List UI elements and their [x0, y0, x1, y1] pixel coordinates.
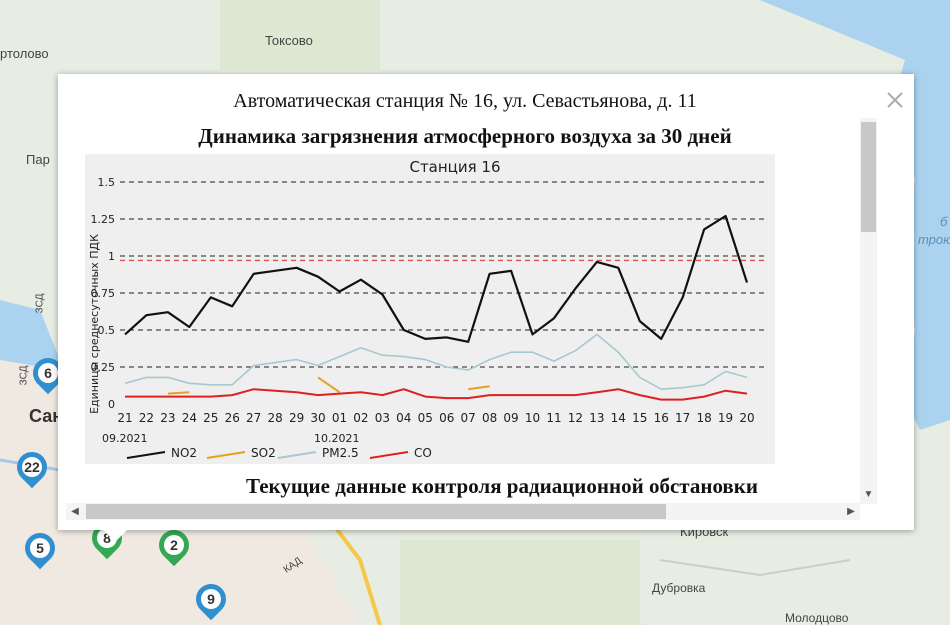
x-tick-label: 01 [332, 411, 347, 425]
y-tick-label: 1.5 [98, 176, 116, 189]
popup-content[interactable]: Автоматическая станция № 16, ул. Севасть… [70, 84, 860, 504]
x-tick-label: 08 [482, 411, 497, 425]
x-tick-label: 12 [568, 411, 583, 425]
station-title: Автоматическая станция № 16, ул. Севасть… [233, 90, 697, 112]
x-tick-label: 06 [439, 411, 454, 425]
ring-road [328, 518, 382, 625]
forest-area [220, 0, 380, 70]
x-tick-label: 05 [418, 411, 433, 425]
map-label-spb: Сан [29, 406, 64, 426]
map-label-zsd: ЗСД [18, 365, 30, 386]
vertical-scrollbar-thumb[interactable] [861, 122, 876, 232]
map-label-water: трою [918, 232, 950, 247]
x-tick-label: 02 [353, 411, 368, 425]
x-tick-label: 27 [246, 411, 261, 425]
y-tick-label: 0.25 [91, 361, 116, 374]
x-tick-label: 17 [675, 411, 690, 425]
chart-panel: 0 0.25 0.5 0.75 1 1.25 1.5 21 22 23 24 25 26 27 28 29 3… [85, 154, 775, 464]
x-tick-label: 18 [696, 411, 711, 425]
scroll-left-arrow-icon[interactable]: ◀ [71, 506, 79, 517]
pollution-chart: 0 0.25 0.5 0.75 1 1.25 1.5 21 22 23 24 25 26 27 28 29 3… [88, 158, 767, 460]
series-line-no2 [124, 214, 749, 343]
forest-area [400, 540, 640, 625]
y-tick-label: 0.75 [91, 287, 116, 300]
x-tick-label: 14 [611, 411, 626, 425]
scroll-down-arrow-icon[interactable]: ▼ [863, 489, 874, 500]
radiation-heading: Текущие данные контроля радиационной обс… [246, 474, 758, 498]
x-tick-label: 21 [117, 411, 132, 425]
x-tick-label: 10 [525, 411, 540, 425]
x-tick-label: 09 [503, 411, 518, 425]
legend-label: NO2 [171, 446, 197, 460]
legend-swatch [277, 451, 317, 459]
series-line-co [125, 388, 748, 401]
map-label-dubrovka: Дубровка [652, 581, 706, 595]
map-label-zsd: ЗСД [34, 293, 46, 314]
scroll-right-arrow-icon[interactable]: ▶ [847, 506, 855, 517]
close-icon[interactable] [883, 88, 907, 112]
map-label-toksovo: Токсово [265, 33, 313, 48]
legend-swatch [126, 451, 166, 459]
x-tick-label: 03 [375, 411, 390, 425]
x-tick-label: 19 [718, 411, 733, 425]
x-tick-label: 28 [267, 411, 282, 425]
x-tick-label: 20 [739, 411, 754, 425]
map-label-sertolovo: ртолово [0, 46, 49, 61]
x-tick-label: 15 [632, 411, 647, 425]
series-line-so2 [167, 376, 490, 395]
x-tick-label: 24 [182, 411, 197, 425]
legend-label: CO [414, 446, 432, 460]
series-line-pm25 [124, 333, 748, 390]
chart-title: Станция 16 [409, 158, 500, 176]
x-tick-label: 26 [225, 411, 240, 425]
x-tick-label: 16 [654, 411, 669, 425]
y-axis-label: Единицы среднесуточных ПДК [88, 234, 101, 414]
x-tick-label: 13 [589, 411, 604, 425]
x-tick-label: 23 [160, 411, 175, 425]
horizontal-scrollbar-thumb[interactable] [86, 504, 666, 519]
y-tick-label: 1.25 [91, 213, 116, 226]
map-label-molodtsovo: Молодцово [785, 611, 849, 625]
legend-label: SO2 [251, 446, 276, 460]
x-tick-label: 29 [289, 411, 304, 425]
x-tick-label: 25 [203, 411, 218, 425]
y-tick-label: 0.5 [98, 324, 116, 337]
chart-heading: Динамика загрязнения атмосферного воздух… [198, 124, 732, 148]
map-label-pargolovo: Пар [26, 152, 50, 167]
popup-tail [101, 528, 129, 542]
x-tick-label: 11 [546, 411, 561, 425]
x-month-label: 09.2021 [102, 432, 148, 445]
x-tick-label: 30 [310, 411, 325, 425]
legend-label: PM2.5 [322, 446, 359, 460]
legend-swatch [369, 451, 409, 459]
x-month-label: 10.2021 [314, 432, 360, 445]
y-tick-label: 0 [108, 398, 115, 411]
x-tick-label: 04 [396, 411, 411, 425]
road [659, 559, 851, 577]
x-tick-label: 22 [139, 411, 154, 425]
legend-swatch [206, 451, 246, 459]
x-tick-label: 07 [461, 411, 476, 425]
y-tick-label: 1 [108, 250, 115, 263]
map-label-water: б [940, 214, 948, 229]
close-icon-glyph [887, 92, 903, 108]
